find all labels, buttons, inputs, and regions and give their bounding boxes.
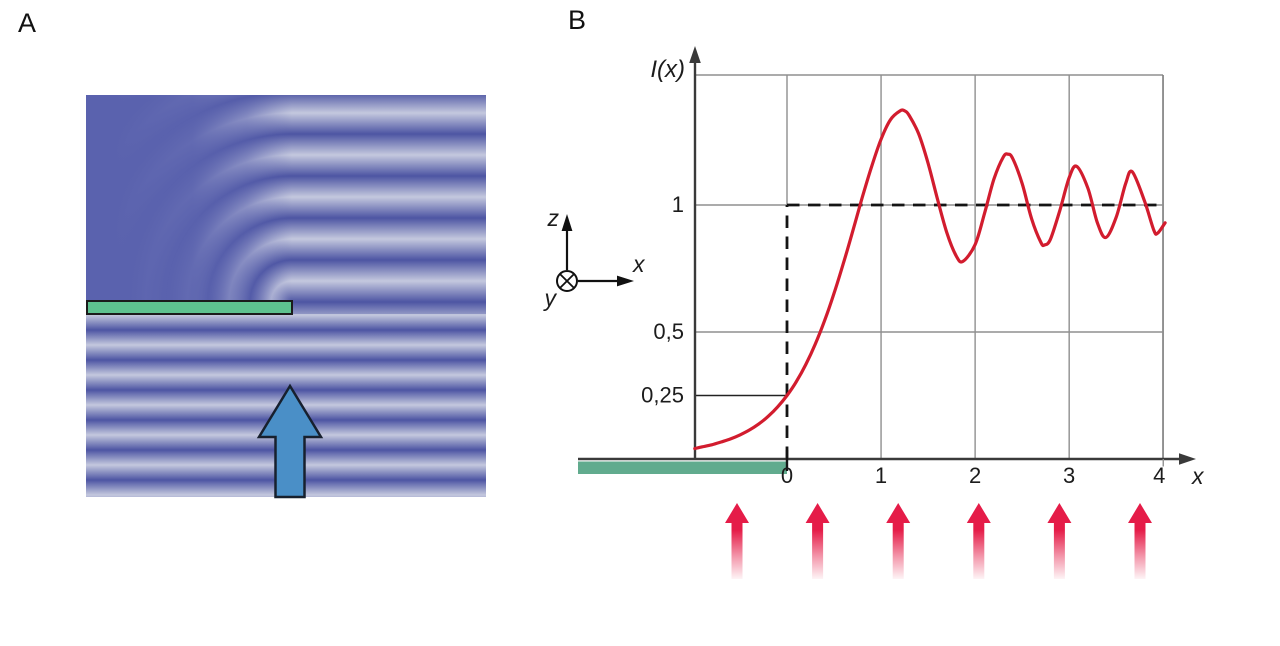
axes (578, 46, 1196, 465)
y-axis-label: y (543, 285, 558, 311)
incident-wave-arrow-icon (886, 503, 911, 579)
barrier-edge-b (578, 461, 787, 474)
incident-wave-arrow-icon (966, 503, 991, 579)
incident-wave-arrow-icon (1047, 503, 1072, 579)
x-axis-title: x (1191, 463, 1205, 489)
plot-frame (695, 74, 1164, 459)
panel-a-label: A (18, 8, 37, 38)
x-tick-label: 1 (875, 463, 887, 488)
propagation-up-arrow-icon (256, 383, 324, 499)
y-tick-label: 1 (672, 192, 684, 217)
x-axis-arrowhead-icon (617, 275, 634, 287)
wave-simulation (86, 95, 486, 499)
tick-marks-and-labels: 0 1 2 3 4 0,25 0,5 1 (641, 192, 1165, 488)
incident-wave-arrows (725, 503, 1152, 579)
gridlines (695, 75, 1164, 459)
intensity-plot: 0 1 2 3 4 0,25 0,5 1 I(x) x z x y (543, 46, 1205, 579)
incident-wave-arrow-icon (805, 503, 830, 579)
z-axis-label: z (547, 205, 560, 231)
x-tick-label: 3 (1063, 463, 1075, 488)
x-axis-arrowhead-icon (1179, 453, 1196, 465)
y-tick-label: 0,5 (653, 319, 684, 344)
geometric-shadow-region (86, 95, 292, 302)
y-tick-label: 0,25 (641, 383, 684, 408)
x-tick-label: 2 (969, 463, 981, 488)
barrier-edge (86, 300, 293, 315)
x-tick-label: 4 (1153, 463, 1165, 488)
panel-b-label: B (568, 5, 587, 35)
y-into-page-cross (559, 273, 575, 289)
incident-wave-arrow-icon (1128, 503, 1152, 579)
x-axis-label: x (632, 251, 646, 277)
z-axis-arrowhead-icon (561, 214, 573, 231)
y-axis-title: I(x) (650, 56, 685, 83)
reference-dashed-lines (785, 203, 1163, 459)
incident-wave-arrow-icon (725, 503, 749, 579)
coordinate-triad: z x y (543, 205, 647, 311)
x-tick-label: 0 (781, 463, 793, 488)
y-axis-arrowhead-icon (689, 46, 701, 63)
intensity-curve (693, 108, 1167, 451)
